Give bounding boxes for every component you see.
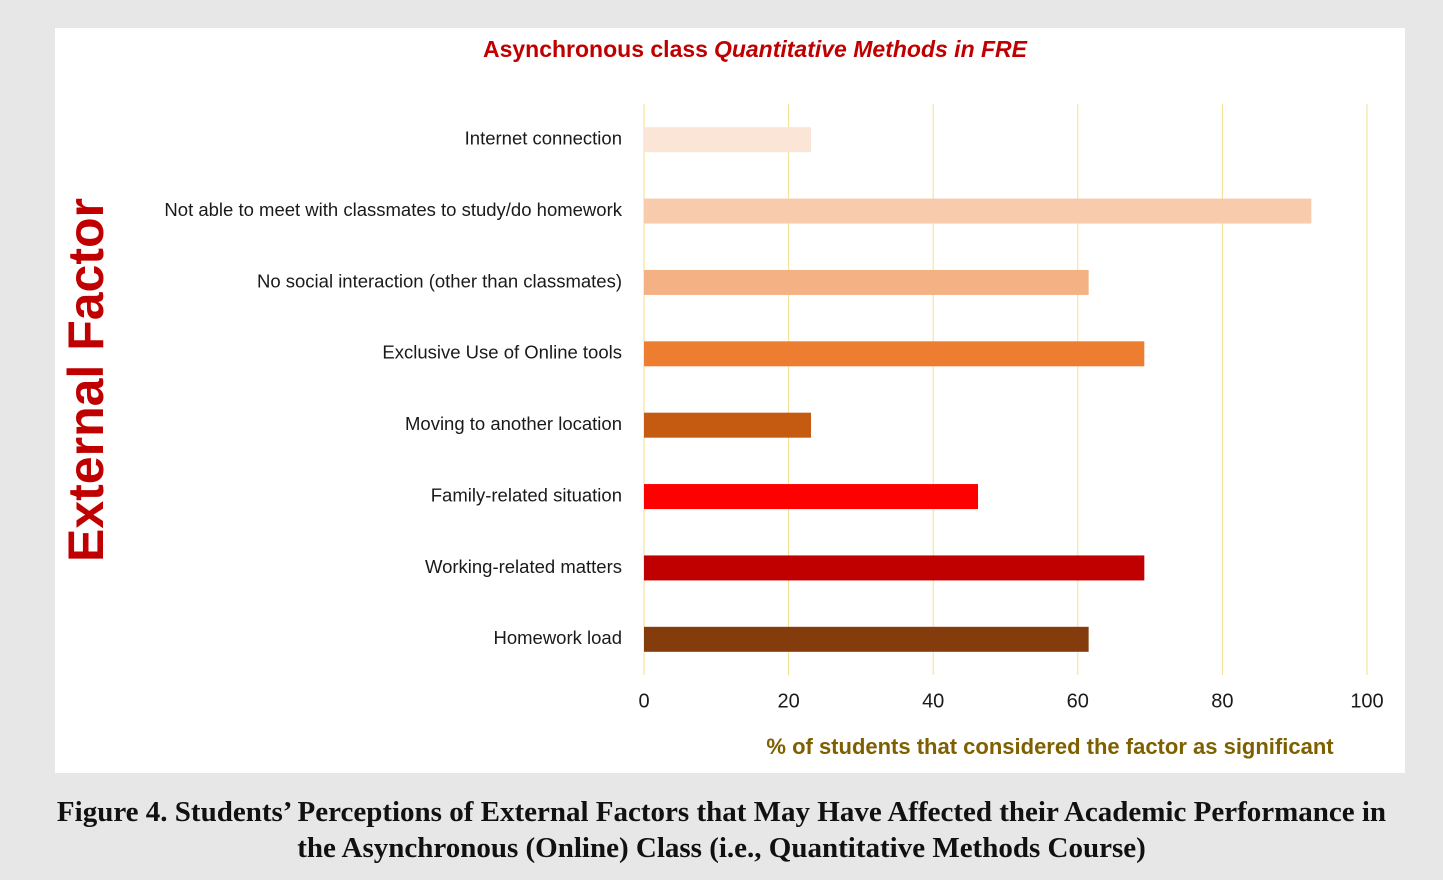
bar [644,341,1145,367]
x-tick-label: 20 [777,690,799,712]
y-tick-label: Working-related matters [425,556,622,577]
chart-title: Asynchronous class Quantitative Methods i… [483,36,1028,62]
x-axis-label: % of students that considered the factor… [766,734,1334,759]
bar [644,269,1089,295]
x-tick-label: 80 [1211,690,1233,712]
bar [644,484,979,510]
y-tick-label: Family-related situation [431,484,622,505]
y-tick-label: Exclusive Use of Online tools [382,342,622,363]
figure-caption: Figure 4. Students’ Perceptions of Exter… [56,796,1387,864]
y-axis-label: External Factor [58,198,114,562]
x-tick-label: 100 [1350,690,1383,712]
x-tick-label: 60 [1067,690,1089,712]
y-tick-label: Homework load [493,627,622,648]
y-tick-label: Moving to another location [405,413,622,434]
bar [644,198,1312,224]
x-tick-label: 0 [638,690,649,712]
bar [644,626,1089,652]
title-emphasis: Quantitative Methods in FRE [714,36,1028,62]
bar [644,555,1145,581]
y-tick-label: Internet connection [465,128,622,149]
x-tick-label: 40 [922,690,944,712]
y-tick-label: Not able to meet with classmates to stud… [164,199,622,220]
bar [644,127,812,153]
y-tick-label: No social interaction (other than classm… [257,270,622,291]
bar [644,412,812,438]
title-text: Asynchronous class [483,36,708,62]
